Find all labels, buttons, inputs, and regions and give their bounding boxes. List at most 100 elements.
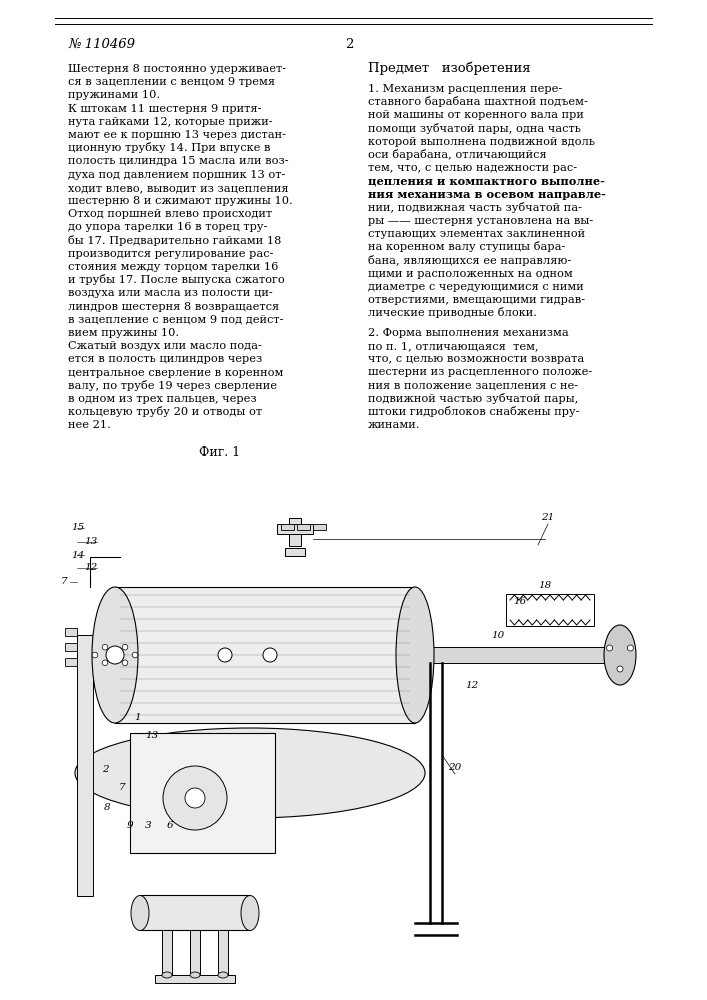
Ellipse shape [218, 972, 228, 978]
Text: 9: 9 [127, 820, 134, 830]
Bar [412, 647, 620, 663]
Text: щими и расположенных на одном: щими и расположенных на одном [368, 269, 573, 279]
Text: на коренном валу ступицы бара-: на коренном валу ступицы бара- [368, 241, 566, 252]
Text: жинами.: жинами. [368, 420, 421, 430]
Text: 14: 14 [71, 550, 85, 560]
Text: мают ее к поршню 13 через дистан-: мают ее к поршню 13 через дистан- [68, 130, 286, 140]
Text: штоки гидроблоков снабжены пру-: штоки гидроблоков снабжены пру- [368, 406, 580, 417]
Bar [115, 587, 415, 723]
Circle shape [163, 766, 227, 830]
Text: шестерни из расцепленного положе-: шестерни из расцепленного положе- [368, 367, 592, 377]
Circle shape [103, 660, 107, 666]
Text: ется в полость цилиндров через: ется в полость цилиндров через [68, 354, 262, 364]
Circle shape [92, 652, 98, 658]
Ellipse shape [190, 972, 200, 978]
Circle shape [263, 648, 277, 662]
Text: шестерню 8 и сжимают пружины 10.: шестерню 8 и сжимают пружины 10. [68, 196, 293, 206]
Text: цепления и компактного выполне-: цепления и компактного выполне- [368, 175, 605, 186]
Text: 2: 2 [102, 766, 108, 774]
Text: линдров шестерня 8 возвращается: линдров шестерня 8 возвращается [68, 302, 279, 312]
Text: ной машины от коренного вала при: ной машины от коренного вала при [368, 110, 584, 120]
Text: 3: 3 [145, 820, 151, 830]
Text: Отход поршней влево происходит: Отход поршней влево происходит [68, 209, 272, 219]
Bar [140, 895, 250, 930]
Text: воздуха или масла из полости ци-: воздуха или масла из полости ци- [68, 288, 273, 298]
Text: Предмет   изобретения: Предмет изобретения [368, 62, 531, 75]
Text: 15: 15 [71, 524, 85, 532]
Text: духа под давлением поршник 13 от-: духа под давлением поршник 13 от- [68, 170, 286, 180]
Text: 1. Механизм расцепления пере-: 1. Механизм расцепления пере- [368, 84, 562, 94]
Text: 12: 12 [84, 564, 98, 572]
Bar [506, 594, 594, 626]
Text: 1: 1 [135, 714, 141, 722]
Text: ставного барабана шахтной подъем-: ставного барабана шахтной подъем- [368, 96, 588, 107]
Text: Сжатый воздух или масло пода-: Сжатый воздух или масло пода- [68, 341, 262, 351]
Text: 13: 13 [84, 538, 98, 546]
Text: ния в положение зацепления с не-: ния в положение зацепления с не- [368, 380, 578, 390]
Text: 10: 10 [491, 631, 505, 640]
Text: ходит влево, выводит из зацепления: ходит влево, выводит из зацепления [68, 183, 288, 193]
Bar [313, 524, 326, 530]
Text: 18: 18 [538, 580, 551, 589]
Text: нута гайками 12, которые прижи-: нута гайками 12, которые прижи- [68, 117, 273, 127]
Text: ционную трубку 14. При впуске в: ционную трубку 14. При впуске в [68, 142, 271, 153]
Text: в одном из трех пальцев, через: в одном из трех пальцев, через [68, 394, 257, 404]
Bar [218, 930, 228, 975]
Text: 12: 12 [465, 680, 479, 690]
Text: кольцевую трубу 20 и отводы от: кольцевую трубу 20 и отводы от [68, 406, 262, 417]
Text: отверстиями, вмещающими гидрав-: отверстиями, вмещающими гидрав- [368, 295, 585, 305]
Text: и трубы 17. После выпуска сжатого: и трубы 17. После выпуска сжатого [68, 274, 285, 285]
Text: по п. 1, отличающаяся  тем,: по п. 1, отличающаяся тем, [368, 341, 539, 351]
Bar [289, 518, 301, 546]
Text: 21: 21 [542, 514, 554, 522]
Text: № 110469: № 110469 [68, 38, 135, 51]
Text: подвижной частью зубчатой пары,: подвижной частью зубчатой пары, [368, 393, 578, 404]
Text: что, с целью возможности возврата: что, с целью возможности возврата [368, 354, 584, 364]
Circle shape [185, 788, 205, 808]
Text: нее 21.: нее 21. [68, 420, 111, 430]
Text: бы 17. Предварительно гайками 18: бы 17. Предварительно гайками 18 [68, 235, 281, 246]
Circle shape [103, 644, 107, 650]
Text: 13: 13 [146, 730, 158, 740]
Bar [65, 628, 77, 636]
Ellipse shape [396, 587, 434, 723]
Text: 2: 2 [345, 38, 354, 51]
Text: полость цилиндра 15 масла или воз-: полость цилиндра 15 масла или воз- [68, 156, 288, 166]
Bar [281, 524, 294, 530]
Bar [130, 733, 275, 853]
Ellipse shape [131, 896, 149, 930]
Text: стояния между торцом тарелки 16: стояния между торцом тарелки 16 [68, 262, 279, 272]
Text: 20: 20 [448, 764, 462, 772]
Bar [285, 548, 305, 556]
Text: до упора тарелки 16 в торец тру-: до упора тарелки 16 в торец тру- [68, 222, 267, 232]
Circle shape [627, 645, 633, 651]
Text: 16: 16 [513, 597, 527, 606]
Ellipse shape [604, 625, 636, 685]
Circle shape [106, 646, 124, 664]
Circle shape [607, 645, 612, 651]
Bar [162, 930, 172, 975]
Text: валу, по трубе 19 через сверление: валу, по трубе 19 через сверление [68, 380, 277, 391]
Text: центральное сверление в коренном: центральное сверление в коренном [68, 368, 284, 378]
Text: бана, являющихся ее направляю-: бана, являющихся ее направляю- [368, 255, 571, 266]
Text: в зацепление с венцом 9 под дейст-: в зацепление с венцом 9 под дейст- [68, 315, 284, 325]
Text: 8: 8 [104, 804, 110, 812]
Text: пружинами 10.: пружинами 10. [68, 90, 160, 100]
Circle shape [122, 660, 128, 666]
Text: помощи зубчатой пары, одна часть: помощи зубчатой пары, одна часть [368, 123, 581, 134]
Text: ры —— шестерня установлена на вы-: ры —— шестерня установлена на вы- [368, 216, 593, 226]
Text: 6: 6 [167, 820, 173, 830]
Text: 2. Форма выполнения механизма: 2. Форма выполнения механизма [368, 328, 568, 338]
Circle shape [132, 652, 138, 658]
Text: 7: 7 [119, 784, 125, 792]
Ellipse shape [162, 972, 172, 978]
Circle shape [218, 648, 232, 662]
Bar [277, 524, 313, 534]
Text: оси барабана, отличающийся: оси барабана, отличающийся [368, 149, 547, 160]
Text: нии, подвижная часть зубчатой па-: нии, подвижная часть зубчатой па- [368, 202, 582, 213]
Text: производится регулирование рас-: производится регулирование рас- [68, 249, 274, 259]
Bar [77, 635, 93, 896]
Text: Фиг. 1: Фиг. 1 [199, 446, 240, 459]
Text: которой выполнена подвижной вдоль: которой выполнена подвижной вдоль [368, 137, 595, 147]
Text: лические приводные блоки.: лические приводные блоки. [368, 307, 537, 318]
